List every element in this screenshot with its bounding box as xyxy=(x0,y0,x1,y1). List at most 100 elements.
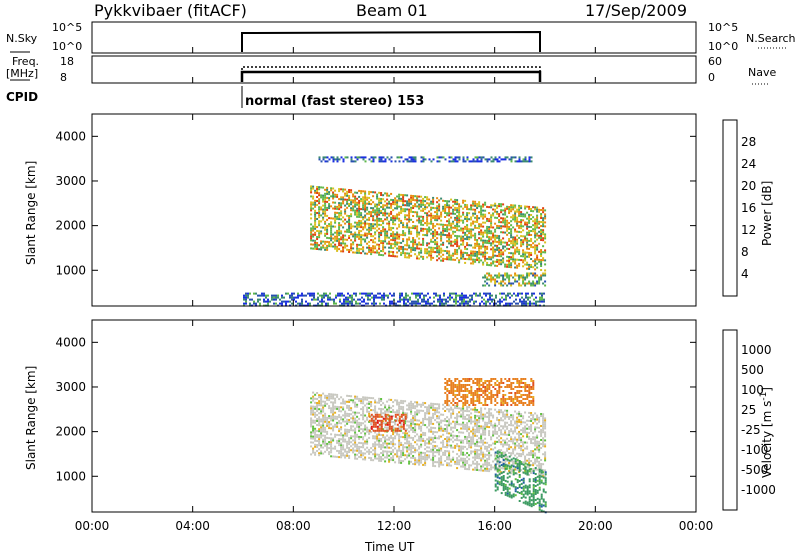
echo-cell xyxy=(416,243,419,246)
echo-cell xyxy=(352,443,355,446)
echo-cell xyxy=(396,251,399,254)
echo-cell xyxy=(338,214,341,217)
echo-cell xyxy=(404,234,407,237)
echo-cell xyxy=(371,302,373,305)
echo-cell xyxy=(265,296,267,299)
echo-cell xyxy=(526,211,529,214)
echo-cell xyxy=(350,227,353,230)
echo-cell xyxy=(498,282,501,285)
echo-cell xyxy=(524,284,527,287)
echo-cell xyxy=(303,294,305,297)
echo-cell xyxy=(508,434,511,436)
echo-cell xyxy=(381,294,383,297)
echo-cell xyxy=(392,219,395,222)
echo-cell xyxy=(370,199,373,202)
echo-cell xyxy=(374,411,377,414)
echo-cell xyxy=(470,258,473,261)
echo-cell xyxy=(342,398,345,401)
echo-cell xyxy=(334,447,337,450)
echo-cell xyxy=(338,244,341,247)
echo-cell xyxy=(347,296,349,299)
echo-cell xyxy=(396,243,399,246)
echo-cell xyxy=(297,302,299,305)
echo-cell xyxy=(261,294,263,297)
echo-cell xyxy=(269,300,271,303)
echo-cell xyxy=(432,430,435,433)
echo-cell xyxy=(492,226,495,229)
echo-cell xyxy=(534,208,537,211)
echo-cell xyxy=(524,278,527,281)
echo-cell xyxy=(430,430,433,433)
echo-cell xyxy=(318,220,321,223)
echo-cell xyxy=(516,416,519,419)
echo-cell xyxy=(492,236,495,239)
echo-cell xyxy=(492,250,495,253)
echo-cell xyxy=(432,226,435,229)
echo-cell xyxy=(538,280,541,283)
echo-cell xyxy=(403,298,405,301)
echo-cell xyxy=(384,192,387,195)
echo-cell xyxy=(498,251,501,254)
echo-cell xyxy=(336,421,339,424)
echo-cell xyxy=(328,399,331,402)
echo-cell xyxy=(506,447,509,450)
echo-cell xyxy=(476,445,479,447)
echo-cell xyxy=(452,200,455,203)
echo-cell xyxy=(314,431,317,434)
echo-cell xyxy=(352,247,355,250)
echo-cell xyxy=(454,438,457,441)
echo-cell xyxy=(436,213,439,216)
echo-cell xyxy=(370,403,373,406)
echo-cell xyxy=(534,240,537,243)
echo-cell xyxy=(462,207,465,210)
echo-cell xyxy=(394,241,397,244)
echo-cell xyxy=(506,276,509,279)
echo-cell xyxy=(263,292,265,295)
echo-cell xyxy=(416,255,419,258)
echo-cell xyxy=(476,255,479,257)
echo-cell xyxy=(346,430,349,433)
echo-cell xyxy=(320,418,323,421)
echo-cell xyxy=(343,300,345,303)
echo-cell xyxy=(332,401,335,404)
echo-cell xyxy=(273,296,275,299)
echo-cell xyxy=(522,219,525,222)
echo-cell xyxy=(380,446,383,448)
echo-cell xyxy=(350,231,353,234)
echo-cell xyxy=(318,158,321,161)
echo-cell xyxy=(356,445,359,448)
echo-cell xyxy=(440,441,443,444)
echo-cell xyxy=(310,433,313,436)
echo-cell xyxy=(344,210,347,213)
echo-cell xyxy=(418,253,421,256)
echo-cell xyxy=(344,192,347,195)
echo-cell xyxy=(372,215,375,218)
echo-cell xyxy=(488,206,491,209)
echo-cell xyxy=(380,156,383,159)
echo-cell xyxy=(478,227,481,230)
echo-cell xyxy=(273,298,275,301)
echo-cell xyxy=(384,460,387,463)
echo-cell xyxy=(388,454,391,457)
echo-cell xyxy=(481,296,483,299)
echo-cell xyxy=(334,201,337,204)
echo-cell xyxy=(384,236,387,239)
echo-cell xyxy=(518,206,521,209)
nsky-left-tick-top: 10^5 xyxy=(52,21,82,34)
echo-cell xyxy=(354,209,357,212)
echo-cell xyxy=(382,458,385,461)
echo-cell xyxy=(367,292,369,295)
echo-cell xyxy=(440,425,443,428)
echo-cell xyxy=(412,211,415,213)
echo-cell xyxy=(428,418,431,421)
echo-cell xyxy=(490,436,493,439)
echo-cell xyxy=(410,198,413,201)
echo-cell xyxy=(440,249,443,252)
echo-cell xyxy=(484,437,487,440)
echo-cell xyxy=(477,294,479,297)
echo-cell xyxy=(512,206,515,209)
echo-cell xyxy=(330,231,333,234)
echo-cell xyxy=(450,256,453,259)
echo-cell xyxy=(501,292,503,295)
echo-cell xyxy=(502,241,505,244)
